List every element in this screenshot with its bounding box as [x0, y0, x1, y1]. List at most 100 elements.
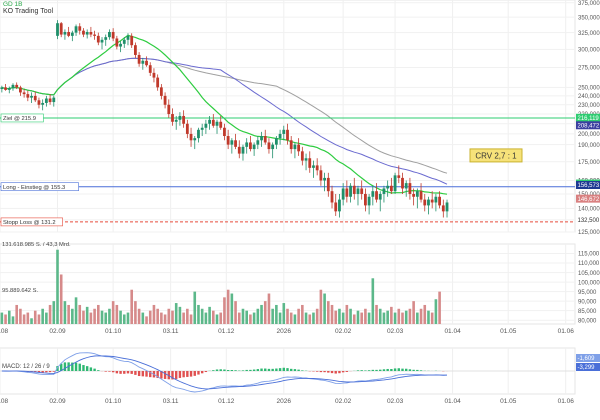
- volume-bar: [67, 304, 70, 324]
- price-tick-label: 300,000: [578, 48, 600, 54]
- macd-histogram-bar: [149, 371, 152, 378]
- candle-body: [249, 142, 252, 150]
- volume-bar: [119, 310, 122, 324]
- price-tick-label: 275,000: [578, 66, 600, 72]
- volume-bar: [59, 274, 63, 324]
- candle-body: [70, 32, 74, 36]
- macd-histogram-bar: [178, 371, 182, 378]
- macd-histogram-bar: [293, 369, 297, 371]
- price-badge: [576, 194, 600, 203]
- volume-bar: [212, 310, 215, 324]
- candle-body: [89, 31, 93, 35]
- crv-badge: [469, 148, 523, 163]
- volume-bar: [230, 293, 234, 324]
- candle-body: [300, 151, 304, 161]
- volume-tick-label: 115,000: [578, 252, 600, 258]
- volume-bar: [4, 314, 7, 324]
- macd-histogram-bar: [123, 371, 126, 374]
- candle-body: [334, 202, 338, 212]
- candle-body: [423, 199, 427, 206]
- candle-body: [93, 34, 96, 36]
- macd-histogram-bar: [189, 371, 193, 377]
- volume-tick-label: 105,000: [578, 271, 600, 277]
- candle-body: [237, 146, 241, 154]
- volume-bar: [215, 314, 219, 324]
- macd-histogram-bar: [286, 368, 289, 371]
- macd-histogram-bar: [212, 370, 215, 371]
- volume-bar: [189, 314, 193, 324]
- candle-body: [126, 35, 130, 40]
- candle-body: [223, 127, 226, 137]
- volume-bar: [130, 289, 133, 324]
- candle-body: [230, 140, 234, 145]
- candle-body: [356, 188, 360, 194]
- volume-tick-label: 80,000: [578, 318, 597, 324]
- volume-tick-label: 90,000: [578, 299, 597, 305]
- candle-body: [293, 144, 297, 150]
- macd-histogram-bar: [52, 371, 55, 372]
- volume-bar: [416, 312, 419, 324]
- macd-histogram-bar: [223, 369, 226, 371]
- macd-badge-label: -3,299: [578, 365, 596, 371]
- candle-body: [156, 77, 160, 88]
- candle-body: [108, 31, 111, 38]
- volume-bar: [100, 310, 104, 324]
- candle-body: [397, 175, 401, 178]
- candle-body: [312, 165, 315, 168]
- macd-histogram-bar: [386, 368, 389, 371]
- macd-histogram-bar: [163, 371, 167, 379]
- volume-bar: [63, 301, 67, 324]
- candle-body: [78, 26, 82, 31]
- volume-bar: [145, 316, 148, 324]
- candle-body: [74, 26, 78, 33]
- macd-histogram-bar: [104, 371, 107, 372]
- x-tick-label: 02.02: [335, 398, 352, 405]
- x-tick-label: 02.02: [335, 328, 352, 335]
- macd-histogram-bar: [226, 369, 230, 371]
- candle-body: [134, 45, 137, 55]
- x-tick-label: 01.08: [0, 328, 9, 335]
- volume-bar: [178, 306, 182, 324]
- volume-bar: [323, 293, 326, 324]
- candle-body: [256, 140, 260, 145]
- macd-histogram-bar: [379, 369, 382, 371]
- volume-bar: [15, 304, 18, 324]
- candle-body: [15, 84, 19, 88]
- macd-histogram-bar: [186, 371, 189, 377]
- price-tick-label: 250,000: [578, 86, 600, 92]
- volume-bar: [334, 310, 338, 324]
- volume-bar: [386, 310, 389, 324]
- macd-histogram-bar: [108, 371, 111, 372]
- volume-bar: [245, 310, 248, 324]
- candle-body: [326, 177, 330, 192]
- candle-body: [319, 170, 323, 181]
- x-tick-label: 01.04: [444, 398, 461, 405]
- volume-bar: [364, 308, 367, 324]
- macd-histogram-bar: [160, 371, 163, 379]
- candle-body: [278, 133, 282, 139]
- volume-bar: [319, 289, 323, 324]
- volume-overlay-label: 95.889.642 S.: [2, 288, 38, 294]
- volume-bar: [289, 312, 293, 324]
- x-tick-label: 01.06: [558, 398, 575, 405]
- volume-bar: [19, 308, 22, 324]
- candle-body: [26, 94, 30, 98]
- volume-bar: [226, 289, 230, 324]
- candle-body: [111, 31, 115, 39]
- volume-tick-label: 100,000: [578, 280, 600, 286]
- candle-body: [185, 123, 189, 134]
- volume-bar: [393, 312, 397, 324]
- volume-bar: [45, 312, 48, 324]
- volume-bar: [122, 314, 126, 324]
- candle-body: [96, 35, 100, 43]
- macd-histogram-bar: [78, 363, 81, 371]
- macd-histogram-bar: [60, 363, 63, 371]
- candle-body: [182, 115, 186, 124]
- price-badge-label: 216,119: [578, 116, 600, 122]
- price-badge-label: 156,573: [578, 183, 600, 189]
- volume-bar: [26, 312, 30, 324]
- volume-bar: [282, 303, 286, 324]
- level-label-box: [0, 113, 44, 123]
- volume-bar: [404, 310, 408, 324]
- x-tick-label: 02.09: [49, 398, 66, 405]
